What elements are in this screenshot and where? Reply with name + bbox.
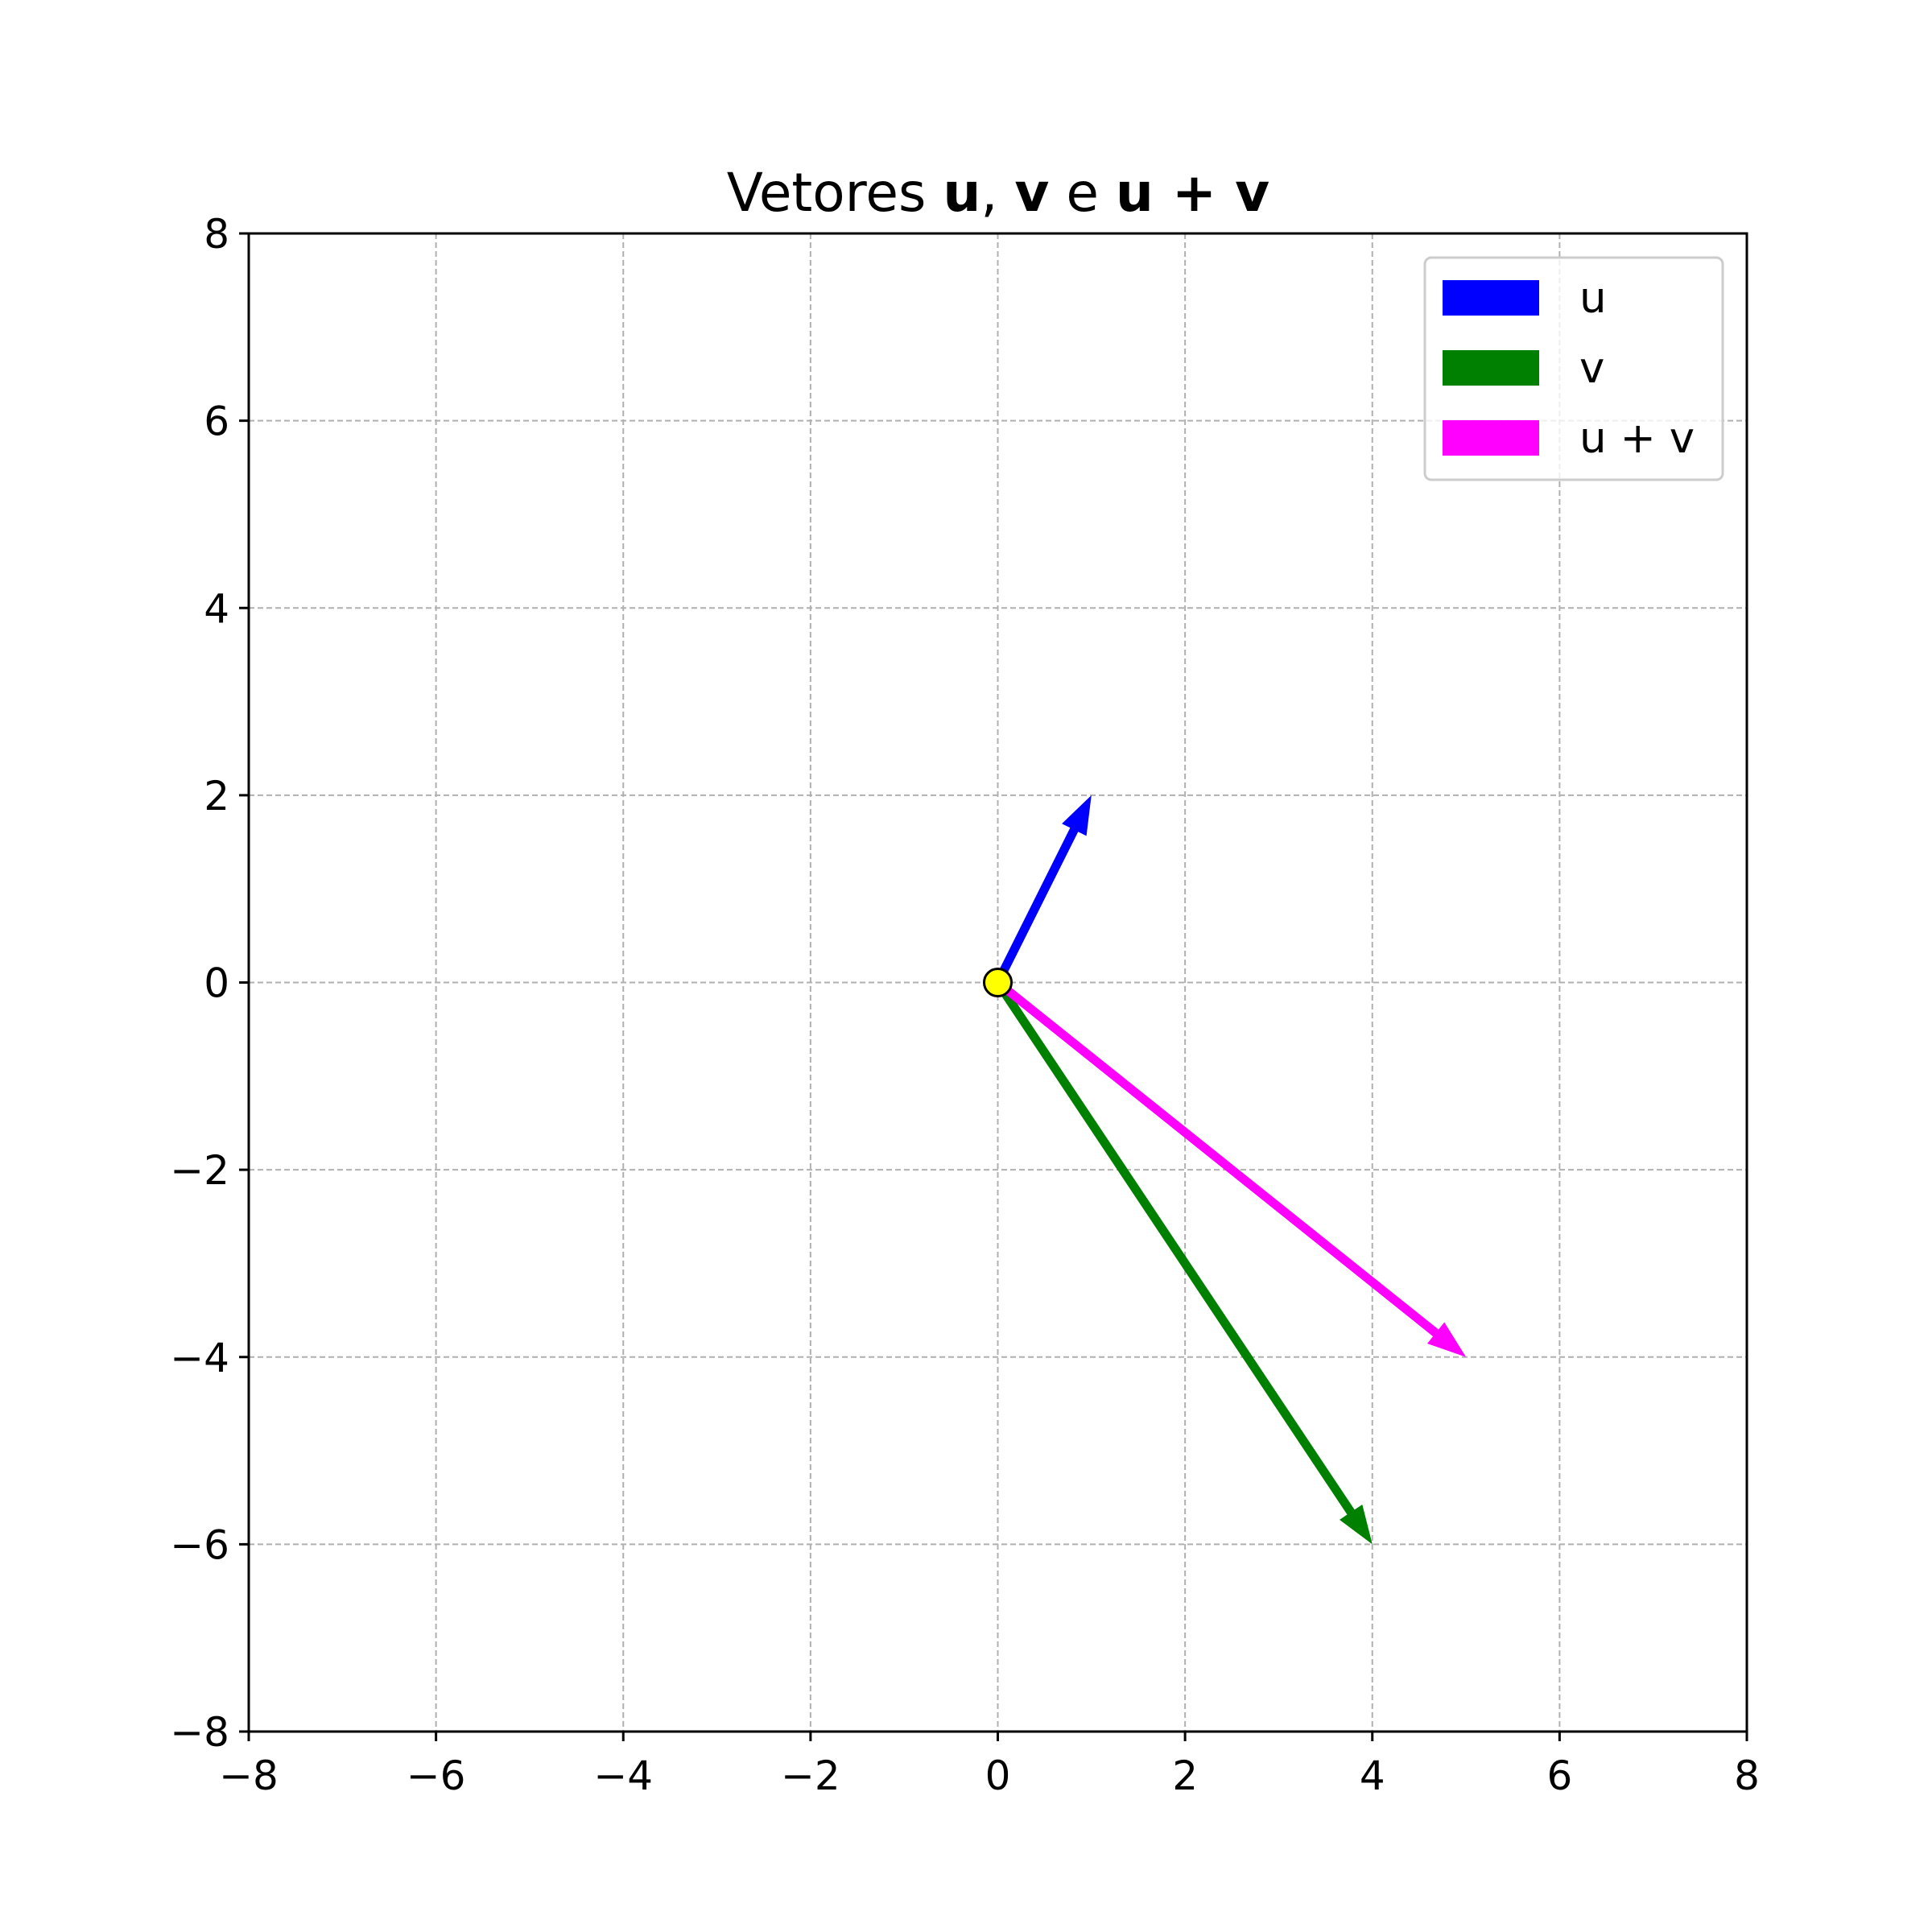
legend-label-v: v [1579, 344, 1604, 393]
legend-label-u-v: u + v [1579, 414, 1695, 463]
y-tick-label: −8 [170, 1709, 229, 1756]
legend-swatch-u [1443, 280, 1539, 316]
y-tick-label: 0 [204, 960, 229, 1007]
legend-label-u: u [1579, 274, 1607, 323]
y-tick-label: 2 [204, 773, 229, 819]
y-tick-label: 8 [204, 211, 229, 258]
x-tick-label: 6 [1546, 1752, 1572, 1799]
axis-ticks: −8 −6 −4 −2 0 2 4 6 8 −8 −6 −4 −2 0 2 4 6 8 [170, 211, 1760, 1799]
y-tick-label: 6 [204, 398, 229, 445]
legend-swatch-u-v [1443, 420, 1539, 456]
x-tick-label: 8 [1734, 1752, 1760, 1799]
vector-u-v [995, 979, 1467, 1357]
title-part: , [980, 162, 1014, 224]
x-tick-label: 2 [1172, 1752, 1198, 1799]
vectors [993, 795, 1467, 1545]
title-part: e [1049, 162, 1116, 224]
x-tick-label: 4 [1360, 1752, 1385, 1799]
grid [248, 233, 1748, 1732]
x-tick-label: 0 [985, 1752, 1011, 1799]
title-part: u + v [1116, 162, 1269, 224]
vector-u [993, 795, 1092, 985]
y-tick-label: −6 [170, 1521, 229, 1568]
origin-marker [983, 968, 1013, 997]
y-tick-label: 4 [204, 585, 229, 632]
title-part: Vetores [727, 162, 943, 224]
vector-v [993, 980, 1373, 1545]
title-part: v [1014, 162, 1049, 224]
legend: uv u + v [1423, 256, 1724, 481]
origin-layer [983, 968, 1013, 997]
legend-swatch-v [1443, 350, 1539, 386]
x-tick-label: −8 [219, 1752, 279, 1799]
chart-title: Vetores u, v e u + v [727, 162, 1269, 224]
x-tick-label: −6 [407, 1752, 466, 1799]
x-tick-label: −2 [781, 1752, 840, 1799]
title-part: u [943, 162, 980, 224]
x-tick-label: −4 [593, 1752, 653, 1799]
y-tick-label: −4 [170, 1335, 229, 1381]
y-tick-label: −2 [170, 1147, 229, 1194]
